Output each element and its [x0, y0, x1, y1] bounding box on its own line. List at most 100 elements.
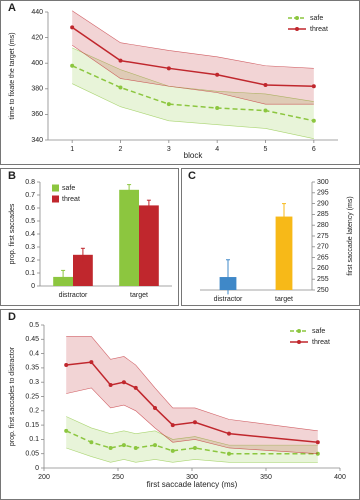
y-tick-label: 0.35 — [25, 365, 39, 372]
legend-label: threat — [62, 196, 80, 203]
band-upper-edge — [66, 416, 318, 446]
y-tick-label: 0.1 — [25, 270, 35, 277]
legend-label: safe — [62, 185, 75, 192]
data-point — [170, 423, 175, 428]
y-tick-label: 420 — [31, 34, 43, 41]
x-tick-label: 4 — [215, 146, 219, 153]
y-tick-label: 0.5 — [25, 218, 35, 225]
data-point — [153, 443, 157, 448]
data-point — [227, 451, 231, 456]
y-tick-label: 0.25 — [25, 393, 39, 400]
y-tick-label: 260 — [317, 265, 329, 272]
y-tick-label: 0.8 — [25, 179, 35, 186]
data-point — [70, 25, 75, 30]
data-point — [227, 431, 231, 436]
y-tick-label: 0 — [35, 465, 39, 472]
series-line — [66, 361, 318, 444]
data-point — [133, 385, 138, 390]
band-lower-edge — [72, 83, 314, 140]
y-axis-label: first saccade latency (ms) — [347, 196, 354, 275]
y-tick-label: 285 — [317, 211, 329, 218]
x-tick-label: 200 — [38, 474, 50, 481]
x-tick-label: target — [130, 292, 148, 299]
band-upper-edge — [72, 47, 314, 102]
y-tick-label: 280 — [317, 222, 329, 229]
y-tick-label: 360 — [31, 111, 43, 118]
data-point — [263, 108, 268, 113]
data-point — [133, 445, 138, 450]
x-tick-label: 6 — [312, 146, 316, 153]
confidence-band — [66, 336, 318, 454]
data-point — [121, 380, 126, 385]
y-tick-label: 0.4 — [29, 350, 39, 357]
data-point — [89, 440, 94, 445]
panel-label: A — [8, 2, 16, 14]
data-point — [64, 363, 69, 368]
legend-label: safe — [312, 328, 325, 335]
data-point — [108, 445, 113, 450]
data-point — [118, 85, 123, 90]
y-tick-label: 0 — [31, 283, 35, 290]
y-tick-label: 255 — [317, 276, 329, 283]
legend-marker — [295, 16, 299, 20]
data-point — [192, 445, 197, 450]
data-point — [64, 428, 69, 433]
legend-marker — [297, 340, 301, 344]
y-tick-label: 0.05 — [25, 451, 39, 458]
y-axis-label: time to fixate the target (ms) — [9, 32, 16, 119]
x-axis-label: first saccade latency (ms) — [147, 480, 238, 489]
y-tick-label: 0.2 — [29, 408, 39, 415]
y-tick-label: 0.1 — [29, 436, 39, 443]
y-tick-label: 0.7 — [25, 192, 35, 199]
y-tick-label: 0.3 — [29, 379, 39, 386]
band-lower-edge — [66, 447, 318, 463]
y-tick-label: 275 — [317, 233, 329, 240]
data-point — [153, 405, 157, 410]
legend-swatch — [52, 195, 59, 203]
data-point — [263, 82, 268, 87]
band-upper-edge — [72, 10, 314, 69]
panel-label: D — [8, 311, 16, 323]
data-point — [108, 383, 113, 388]
data-point — [121, 443, 126, 448]
x-tick-label: 250 — [112, 474, 124, 481]
series-line — [71, 26, 314, 87]
legend-marker — [297, 329, 301, 333]
y-tick-label: 290 — [317, 200, 329, 207]
confidence-band — [66, 416, 318, 463]
data-point — [170, 448, 175, 453]
series-line — [71, 65, 314, 122]
x-tick-label: 3 — [167, 146, 171, 153]
data-point — [166, 102, 171, 107]
data-point — [311, 118, 316, 123]
data-point — [311, 84, 316, 89]
bar — [139, 205, 159, 286]
band-lower-edge — [71, 45, 314, 105]
y-tick-label: 300 — [317, 179, 329, 186]
panel-label: B — [8, 170, 16, 182]
legend-label: threat — [312, 339, 330, 346]
x-axis-label: block — [184, 151, 204, 160]
y-tick-label: 400 — [31, 60, 43, 67]
data-point — [70, 63, 75, 68]
data-point — [215, 72, 220, 77]
panel-d-frame — [0, 309, 360, 500]
y-tick-label: 0.4 — [25, 231, 35, 238]
panel-label: C — [188, 170, 196, 182]
y-tick-label: 380 — [31, 86, 43, 93]
y-tick-label: 295 — [317, 190, 329, 197]
x-tick-label: 1 — [70, 146, 74, 153]
y-tick-label: 270 — [317, 244, 329, 251]
y-tick-label: 0.6 — [25, 205, 35, 212]
confidence-band — [72, 10, 314, 105]
data-point — [192, 420, 197, 425]
confidence-band — [72, 47, 314, 139]
y-axis-label: prop. first saccades to distractor — [9, 346, 16, 446]
y-tick-label: 0.15 — [25, 422, 39, 429]
legend-marker — [295, 27, 299, 31]
y-axis-label: prop. first saccades — [9, 203, 16, 264]
y-tick-label: 340 — [31, 137, 43, 144]
y-tick-label: 0.2 — [25, 257, 35, 264]
y-tick-label: 0.5 — [29, 322, 39, 329]
